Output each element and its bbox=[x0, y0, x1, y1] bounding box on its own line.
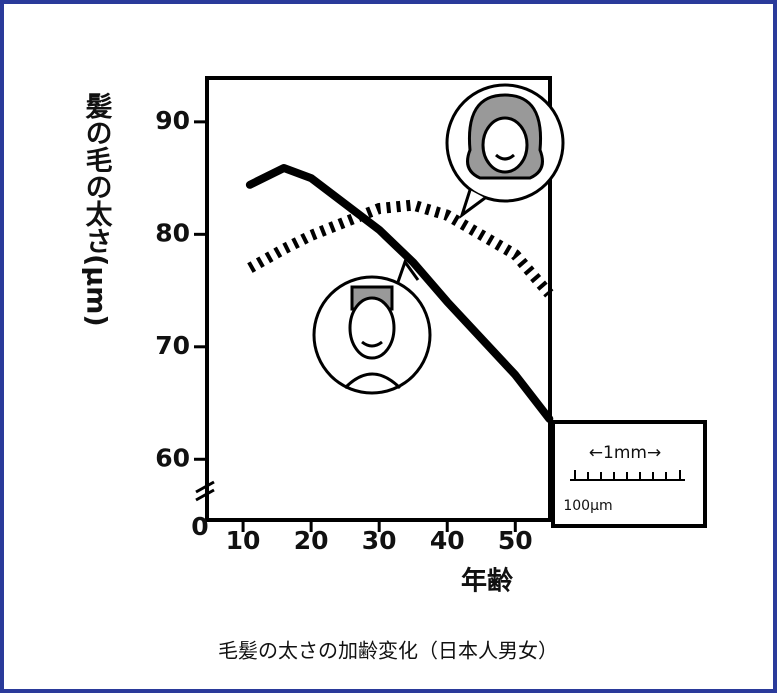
caption: 毛髪の太さの加齢変化（日本人男女） bbox=[218, 639, 558, 663]
y-tick-label: 80 bbox=[155, 218, 190, 247]
x-tick-label: 30 bbox=[362, 526, 397, 555]
y-tick-label: 70 bbox=[155, 331, 190, 360]
unit-label: 100μm bbox=[563, 498, 612, 514]
male-icon bbox=[312, 258, 432, 395]
y-tick-label: 90 bbox=[155, 106, 190, 135]
y-axis-label: 髪の毛の太さ(μm) bbox=[81, 92, 114, 327]
x-axis-label: 年齢 bbox=[461, 566, 514, 597]
scale-inset: ←1mm→ 100μm bbox=[551, 420, 707, 528]
x-tick-label: 40 bbox=[430, 526, 465, 555]
x-tick-label: 20 bbox=[294, 526, 329, 555]
x-tick-label: 50 bbox=[498, 526, 533, 555]
y-tick-label: 60 bbox=[155, 443, 190, 472]
origin-label: 0 bbox=[191, 512, 208, 541]
x-tick-label: 10 bbox=[226, 526, 261, 555]
scale-label: ←1mm→ bbox=[589, 443, 661, 463]
axis-break bbox=[195, 480, 215, 502]
solid-line bbox=[245, 164, 554, 423]
female-icon bbox=[445, 83, 565, 219]
